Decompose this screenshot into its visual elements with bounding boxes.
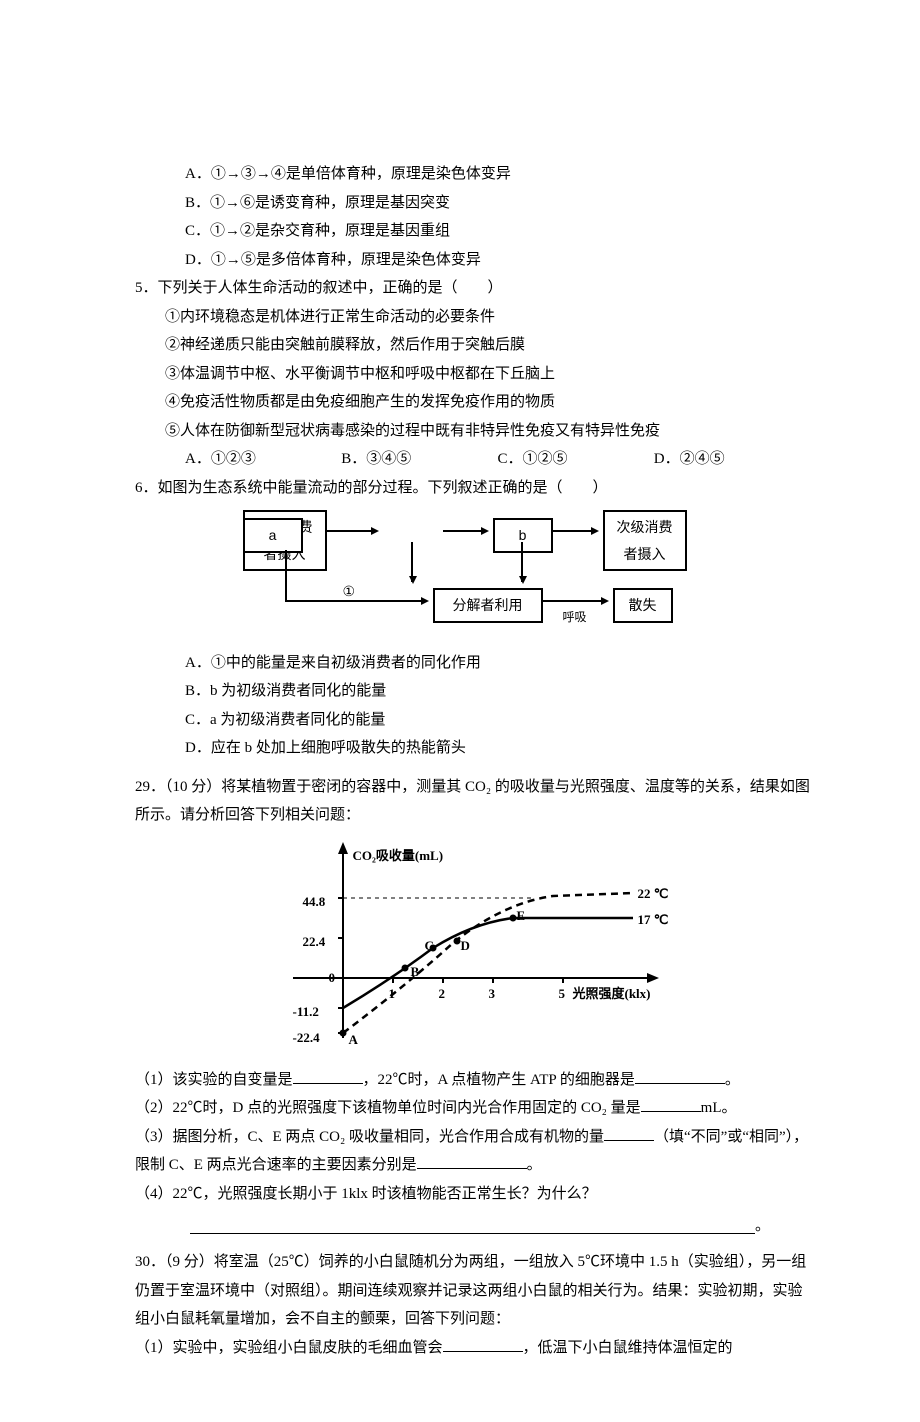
q5-choices-row: A．①②③ B．③④⑤ C．①②⑤ D．②④⑤ — [185, 445, 810, 474]
q6-choice-d: D．应在 b 处加上细胞呼吸散失的热能箭头 — [185, 734, 810, 763]
chart-x-label: 光照强度(klx) — [573, 982, 651, 1007]
blank-input[interactable] — [604, 1125, 654, 1141]
flow-node-b: b — [493, 518, 553, 553]
q5-choice-c: C．①②⑤ — [498, 445, 654, 474]
q4-choice-a: A．①→③→④是单倍体育种，原理是染色体变异 — [185, 160, 810, 189]
blank-input[interactable] — [293, 1068, 363, 1084]
q30-p1a: （1）实验中，实验组小白鼠皮肤的毛细血管会 — [135, 1340, 443, 1356]
flow-node-secondary-consumer: 次级消费 者摄入 — [603, 510, 687, 571]
q30-p1: （1）实验中，实验组小白鼠皮肤的毛细血管会 ，低温下小白鼠维持体温恒定的 — [135, 1334, 810, 1363]
q29-p1a: （1）该实验的自变量是 — [135, 1072, 293, 1088]
flow-node-decomposer: 分解者利用 — [433, 588, 543, 623]
q6-flow-diagram: 初级消费 者摄入 a b 次级消费 者摄入 分解者利用 散失 ① 呼吸 — [243, 510, 703, 630]
chart-y-label: CO₂吸收量(mL) — [353, 844, 444, 869]
arrow-icon — [411, 542, 413, 582]
blank-input[interactable] — [641, 1096, 701, 1112]
q29-p2a: （2）22℃时，D 点的光照强度下该植物单位时间内光合作用固定的 CO₂ 量是 — [135, 1100, 641, 1116]
q5-s1: ①内环境稳态是机体进行正常生命活动的必要条件 — [165, 303, 810, 332]
q5-s5: ⑤人体在防御新型冠状病毒感染的过程中既有非特异性免疫又有特异性免疫 — [165, 417, 810, 446]
q5-s4: ④免疫活性物质都是由免疫细胞产生的发挥免疫作用的物质 — [165, 388, 810, 417]
q29-p2: （2）22℃时，D 点的光照强度下该植物单位时间内光合作用固定的 CO₂ 量是 m… — [135, 1094, 810, 1123]
q29-p3c: 。 — [527, 1157, 542, 1173]
q4-choice-b: B．①→⑥是诱变育种，原理是基因突变 — [185, 189, 810, 218]
blank-input[interactable] — [443, 1336, 523, 1352]
chart-series-17c: 17 ℃ — [638, 908, 669, 933]
flow-label-circle1: ① — [343, 578, 356, 605]
q6-choice-a: A．①中的能量是来自初级消费者的同化作用 — [185, 649, 810, 678]
q30-p1b: ，低温下小白鼠维持体温恒定的 — [523, 1340, 733, 1356]
q5-choice-b: B．③④⑤ — [341, 445, 497, 474]
arrow-icon — [543, 600, 607, 602]
chart-series-22c: 22 ℃ — [638, 882, 669, 907]
q29-stem: 29．（10 分）将某植物置于密闭的容器中，测量其 CO₂ 的吸收量与光照强度、… — [135, 773, 810, 830]
q4-choice-d: D．①→⑤是多倍体育种，原理是染色体变异 — [185, 246, 810, 275]
arrow-icon — [521, 542, 523, 582]
q5-s3: ③体温调节中枢、水平衡调节中枢和呼吸中枢都在下丘脑上 — [165, 360, 810, 389]
q5-choice-a: A．①②③ — [185, 445, 341, 474]
arrow-icon — [327, 530, 377, 532]
blank-input[interactable] — [417, 1153, 527, 1169]
chart-ytick-224: 22.4 — [303, 930, 326, 955]
q29-p4-end: 。 — [755, 1212, 770, 1241]
blank-input[interactable] — [635, 1068, 725, 1084]
flow-node-dissipate: 散失 — [613, 588, 673, 623]
q29-p4: （4）22℃，光照强度长期小于 1klx 时该植物能否正常生长？为什么？ — [135, 1180, 810, 1209]
chart-ytick-n224: -22.4 — [293, 1026, 320, 1051]
q5-choice-d: D．②④⑤ — [654, 445, 810, 474]
arrow-icon — [553, 530, 597, 532]
flow-label-respiration: 呼吸 — [563, 606, 587, 629]
chart-point-c: C — [425, 934, 434, 959]
chart-ytick-448: 44.8 — [303, 890, 326, 915]
q29-chart: CO₂吸收量(mL) 44.8 22.4 0 -11.2 -22.4 1 2 3… — [233, 838, 713, 1058]
q30-stem: 30．（9 分）将室温（25℃）饲养的小白鼠随机分为两组，一组放入 5℃环境中 … — [135, 1248, 810, 1334]
chart-xtick-3: 3 — [489, 982, 496, 1007]
chart-point-d: D — [461, 934, 470, 959]
q29-p3: （3）据图分析，C、E 两点 CO₂ 吸收量相同，光合作用合成有机物的量（填“不… — [135, 1123, 810, 1180]
q6-choice-b: B．b 为初级消费者同化的能量 — [185, 677, 810, 706]
q29-p3a: （3）据图分析，C、E 两点 CO₂ 吸收量相同，光合作用合成有机物的量 — [135, 1129, 604, 1145]
q4-choice-c: C．①→②是杂交育种，原理是基因重组 — [185, 217, 810, 246]
q29-p2b: mL。 — [701, 1100, 737, 1116]
q6-stem: 6．如图为生态系统中能量流动的部分过程。下列叙述正确的是（ ） — [135, 474, 810, 503]
chart-xtick-1: 1 — [389, 982, 396, 1007]
arrow-icon — [285, 600, 427, 602]
q5-s2: ②神经递质只能由突触前膜释放，然后作用于突触后膜 — [165, 331, 810, 360]
chart-xtick-2: 2 — [439, 982, 446, 1007]
chart-point-e: E — [517, 904, 526, 929]
q29-p1: （1）该实验的自变量是 ，22℃时，A 点植物产生 ATP 的细胞器是 。 — [135, 1066, 810, 1095]
q29-p1b: ，22℃时，A 点植物产生 ATP 的细胞器是 — [363, 1072, 635, 1088]
q5-stem: 5．下列关于人体生命活动的叙述中，正确的是（ ） — [135, 274, 810, 303]
blank-input-long[interactable] — [190, 1212, 755, 1234]
q29-p1c: 。 — [725, 1072, 740, 1088]
chart-ytick-n112: -11.2 — [293, 1000, 319, 1025]
flow-node-a: a — [243, 518, 303, 553]
arrow-icon — [443, 530, 487, 532]
chart-point-a: A — [349, 1028, 358, 1053]
line-icon — [285, 550, 287, 600]
chart-ytick-0: 0 — [329, 966, 336, 991]
chart-xtick-5: 5 — [559, 982, 566, 1007]
chart-point-b: B — [411, 960, 420, 985]
q6-choice-c: C．a 为初级消费者同化的能量 — [185, 706, 810, 735]
